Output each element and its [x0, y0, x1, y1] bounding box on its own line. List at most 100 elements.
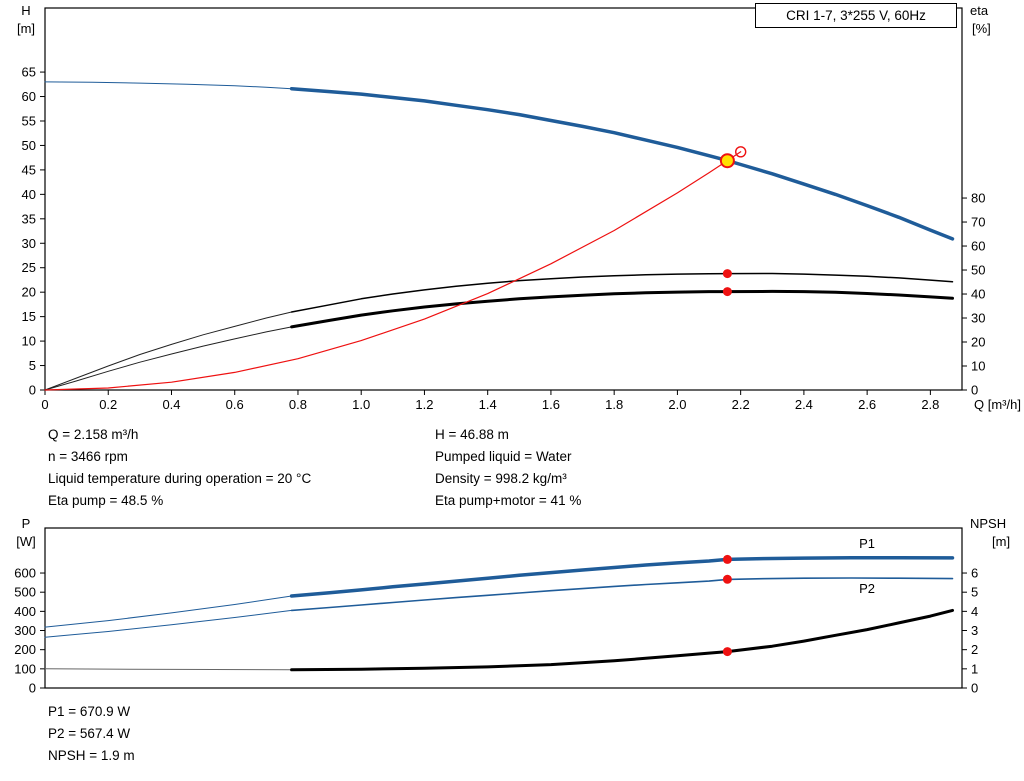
y-right-tick-label: 80 — [971, 191, 985, 206]
y-left-tick-label: 500 — [14, 585, 36, 600]
y-right-axis-unit: [m] — [992, 534, 1010, 549]
y-left-tick-label: 600 — [14, 566, 36, 581]
eta-pump-curve — [290, 272, 954, 313]
x-tick-label: 2.8 — [921, 397, 939, 412]
y-left-tick-label: 0 — [29, 383, 36, 398]
y-right-tick-label: 70 — [971, 215, 985, 230]
requested-duty-point — [735, 146, 747, 158]
y-right-tick-label: 60 — [971, 239, 985, 254]
x-tick-label: 1.2 — [415, 397, 433, 412]
p2-series-label: P2 — [859, 581, 875, 596]
y-right-tick-label: 1 — [971, 661, 978, 676]
y-left-tick-label: 35 — [22, 211, 36, 226]
p1-duty-dot — [722, 554, 732, 564]
y-left-axis-label: P — [22, 516, 31, 531]
power-npsh-chart: 0 100 200 300 400 500 600 0 1 2 3 4 5 6 P [W] NPSH [m] P1 P… — [0, 513, 1024, 700]
curve-title-box: CRI 1-7, 3*255 V, 60Hz — [755, 3, 957, 28]
y-right-tick-label: 5 — [971, 585, 978, 600]
x-tick-label: 0 — [41, 397, 48, 412]
p2-lead-in — [44, 609, 293, 638]
y-left-tick-label: 200 — [14, 642, 36, 657]
y-right-tick-label: 0 — [971, 383, 978, 398]
plot-frame — [44, 7, 963, 391]
npsh-curve — [290, 608, 954, 672]
info-p1: P1 = 670.9 W — [48, 704, 131, 719]
eta-pump-motor-duty-dot — [722, 287, 732, 297]
y-left-tick-label: 100 — [14, 661, 36, 676]
x-tick-label: 0.6 — [226, 397, 244, 412]
info-liquid-temp: Liquid temperature during operation = 20… — [48, 471, 312, 486]
y-right-tick-label: 30 — [971, 311, 985, 326]
qh-eta-chart: 0 0.2 0.4 0.6 0.8 1.0 1.2 1.4 1.6 1.8 2.0 2.2 2.4 2.6… — [16, 3, 1021, 412]
y-right-tick-label: 2 — [971, 642, 978, 657]
info-head: H = 46.88 m — [435, 427, 509, 442]
duty-info-left: Q = 2.158 m³/h n = 3466 rpm Liquid tempe… — [48, 424, 311, 512]
p2-duty-dot — [722, 574, 732, 584]
y-left-tick-label: 10 — [22, 334, 36, 349]
y-right-tick-label: 4 — [971, 604, 978, 619]
power-info: P1 = 670.9 W P2 = 567.4 W NPSH = 1.9 m — [48, 701, 135, 767]
operating-point — [719, 153, 735, 169]
y-left-tick-label: 50 — [22, 138, 36, 153]
eta-pump-lead-in — [44, 311, 293, 391]
y-right-tick-label: 0 — [971, 681, 978, 696]
y-right-tick-label: 3 — [971, 623, 978, 638]
plot-frame — [44, 527, 963, 689]
y-left-tick-label: 30 — [22, 236, 36, 251]
p2-curve — [290, 577, 954, 612]
y-left-tick-label: 0 — [29, 681, 36, 696]
eta-pump-duty-dot — [722, 269, 732, 279]
y-right-tick-label: 10 — [971, 359, 985, 374]
y-right-tick-label: 6 — [971, 566, 978, 581]
eta-pump-motor-curve — [290, 289, 954, 329]
y-left-axis-unit: [W] — [16, 534, 36, 549]
y-right-axis-unit: [%] — [972, 21, 991, 36]
y-right-axis-label: NPSH — [970, 516, 1006, 531]
x-axis-label: Q [m³/h] — [974, 397, 1021, 412]
info-p2: P2 = 567.4 W — [48, 726, 131, 741]
x-tick-label: 2.4 — [795, 397, 813, 412]
eta-pump-motor-lead-in — [44, 326, 293, 391]
y-left-tick-label: 20 — [22, 285, 36, 300]
info-density: Density = 998.2 kg/m³ — [435, 471, 567, 486]
info-flow: Q = 2.158 m³/h — [48, 427, 139, 442]
y-left-tick-label: 400 — [14, 604, 36, 619]
y-left-tick-label: 55 — [22, 113, 36, 128]
y-left-axis-unit: [m] — [17, 21, 35, 36]
y-right-tick-label: 40 — [971, 287, 985, 302]
y-left-tick-label: 40 — [22, 187, 36, 202]
info-speed: n = 3466 rpm — [48, 449, 128, 464]
p1-lead-in — [44, 595, 293, 628]
p1-curve — [289, 555, 955, 598]
x-tick-label: 0.8 — [289, 397, 307, 412]
duty-info-right: H = 46.88 m Pumped liquid = Water Densit… — [435, 424, 581, 512]
pump-curve-extension — [44, 81, 293, 90]
y-left-tick-label: 65 — [22, 65, 36, 80]
x-tick-label: 2.2 — [732, 397, 750, 412]
info-npsh: NPSH = 1.9 m — [48, 748, 135, 763]
y-right-tick-label: 20 — [971, 335, 985, 350]
info-pumped-liquid: Pumped liquid = Water — [435, 449, 572, 464]
y-left-tick-label: 300 — [14, 623, 36, 638]
y-right-tick-label: 50 — [971, 263, 985, 278]
y-left-tick-label: 45 — [22, 162, 36, 177]
y-left-tick-label: 5 — [29, 358, 36, 373]
x-tick-label: 1.6 — [542, 397, 560, 412]
npsh-duty-dot — [722, 647, 732, 657]
y-left-tick-label: 25 — [22, 260, 36, 275]
p1-series-label: P1 — [859, 536, 875, 551]
info-eta-pump-motor: Eta pump+motor = 41 % — [435, 493, 582, 508]
info-eta-pump: Eta pump = 48.5 % — [48, 493, 164, 508]
pump-curve — [289, 86, 955, 241]
y-left-tick-label: 60 — [22, 89, 36, 104]
x-tick-label: 0.2 — [99, 397, 117, 412]
y-right-axis-label: eta — [970, 3, 989, 18]
x-tick-label: 2.6 — [858, 397, 876, 412]
x-tick-label: 1.0 — [352, 397, 370, 412]
y-left-tick-label: 15 — [22, 309, 36, 324]
system-curve — [44, 151, 742, 391]
npsh-lead-in — [44, 668, 293, 671]
x-tick-label: 1.8 — [605, 397, 623, 412]
x-tick-label: 2.0 — [668, 397, 686, 412]
